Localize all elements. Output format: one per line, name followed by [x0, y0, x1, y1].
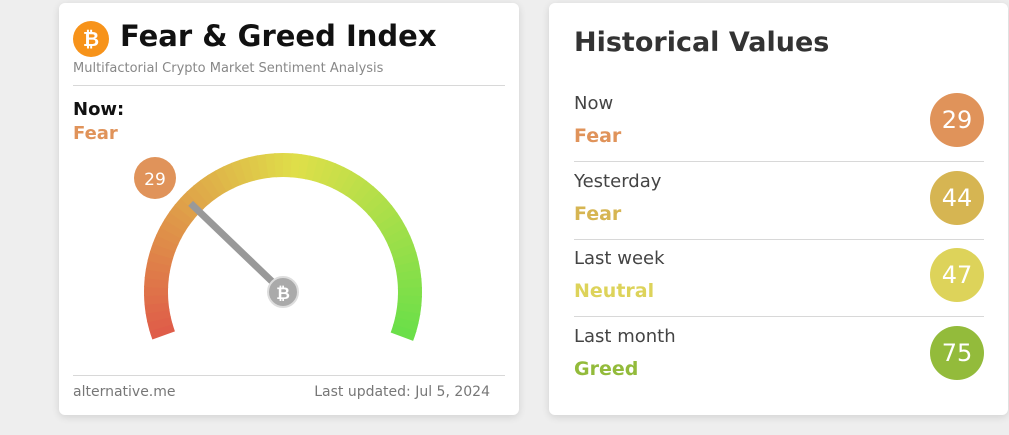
- gauge-arc: [247, 155, 263, 181]
- gauge-arc: [394, 309, 421, 324]
- gauge-arc: [256, 153, 270, 180]
- gauge-arc: [319, 160, 337, 186]
- gauge-arc: [147, 250, 174, 267]
- gauge: ₿ 29: [134, 153, 422, 341]
- gauge-arc: [390, 324, 417, 341]
- now-classification: Fear: [73, 123, 118, 144]
- gauge-arc: [396, 302, 422, 316]
- gauge-arc: [392, 317, 419, 333]
- gauge-arc: [384, 227, 411, 247]
- gauge-arc: [332, 166, 353, 193]
- updated: Last updated: Jul 5, 2024: [314, 384, 490, 400]
- gauge-arc: [395, 260, 421, 275]
- gauge-arc: [145, 259, 172, 274]
- row-value: 75: [930, 325, 984, 380]
- gauge-arc: [239, 157, 256, 183]
- gauge-arc: [199, 174, 222, 200]
- row-label: Now: [574, 93, 614, 114]
- gauge-arc: [372, 205, 398, 228]
- gauge-arc: [159, 218, 186, 239]
- divider: [73, 85, 505, 86]
- row-divider: [574, 161, 984, 162]
- gauge-arc: [377, 212, 403, 234]
- hub-icon: ₿: [276, 284, 290, 304]
- source: alternative.me: [73, 384, 176, 400]
- bitcoin-icon: ₿: [73, 21, 109, 57]
- row-value: 47: [930, 248, 984, 302]
- title: Fear & Greed Index: [120, 19, 437, 53]
- row-divider: [574, 316, 984, 317]
- gauge-arc: [222, 162, 242, 189]
- gauge-arc: [144, 276, 169, 289]
- gauge-arc: [156, 226, 182, 246]
- row-label: Last month: [574, 325, 676, 347]
- row-classification: Fear: [574, 125, 622, 147]
- gauge-arc: [397, 278, 422, 290]
- gauge-arc: [297, 154, 311, 180]
- row-label: Last week: [574, 248, 665, 269]
- gauge-arc: [397, 295, 422, 307]
- gauge-arc: [304, 155, 320, 182]
- gauge-arc: [393, 252, 419, 268]
- gauge-arc: [169, 204, 195, 227]
- gauge-arc: [388, 235, 414, 254]
- gauge-arc: [147, 315, 173, 332]
- gauge-arc: [207, 170, 228, 196]
- gauge-arc: [312, 157, 329, 184]
- row-label: Yesterday: [574, 170, 662, 192]
- gauge-arc: [144, 268, 170, 281]
- row-value: 44: [930, 170, 984, 225]
- gauge-arc: [164, 211, 190, 233]
- gauge-arc: [396, 269, 422, 282]
- gauge-arc: [381, 219, 407, 240]
- gauge-arc: [339, 170, 360, 197]
- gauge-arc: [149, 242, 176, 260]
- gauge-arc: [149, 323, 175, 340]
- gauge-arc: [265, 153, 277, 178]
- gauge-arc: [362, 192, 387, 216]
- gauge-arc: [193, 179, 216, 205]
- value-badge-text: 29: [144, 170, 166, 190]
- row-classification: Neutral: [574, 280, 655, 302]
- divider: [73, 375, 505, 376]
- gauge-arc: [351, 180, 375, 206]
- index-card: ₿ Fear & Greed Index Multifactorial Cryp…: [59, 3, 519, 415]
- gauge-arc: [145, 308, 171, 323]
- gauge-arc: [144, 294, 169, 305]
- gauge-arc: [152, 234, 179, 253]
- gauge-arc: [357, 186, 381, 211]
- row-classification: Fear: [574, 202, 622, 225]
- subtitle: Multifactorial Crypto Market Sentiment A…: [73, 61, 384, 76]
- gauge-arc: [390, 243, 417, 261]
- gauge-arc: [367, 198, 393, 222]
- row-classification: Greed: [574, 357, 639, 380]
- history-card: Historical Values Now Fear 29 Yesterday Fear…: [549, 3, 1008, 415]
- history-title: Historical Values: [574, 27, 830, 58]
- gauge-arc: [144, 301, 170, 314]
- needle-hub: [267, 276, 299, 308]
- row-value: 29: [930, 93, 984, 147]
- svg-text:₿: ₿: [83, 27, 99, 51]
- now-label: Now:: [73, 99, 125, 120]
- gauge-arc: [186, 185, 210, 210]
- gauge-arc: [290, 153, 303, 179]
- row-divider: [574, 238, 984, 240]
- gauge-arc: [325, 163, 345, 189]
- value-badge: [134, 157, 176, 199]
- needle: [188, 200, 286, 295]
- gauge-arc: [214, 166, 235, 192]
- gauge-arc: [230, 159, 249, 186]
- gauge-arc: [345, 175, 368, 201]
